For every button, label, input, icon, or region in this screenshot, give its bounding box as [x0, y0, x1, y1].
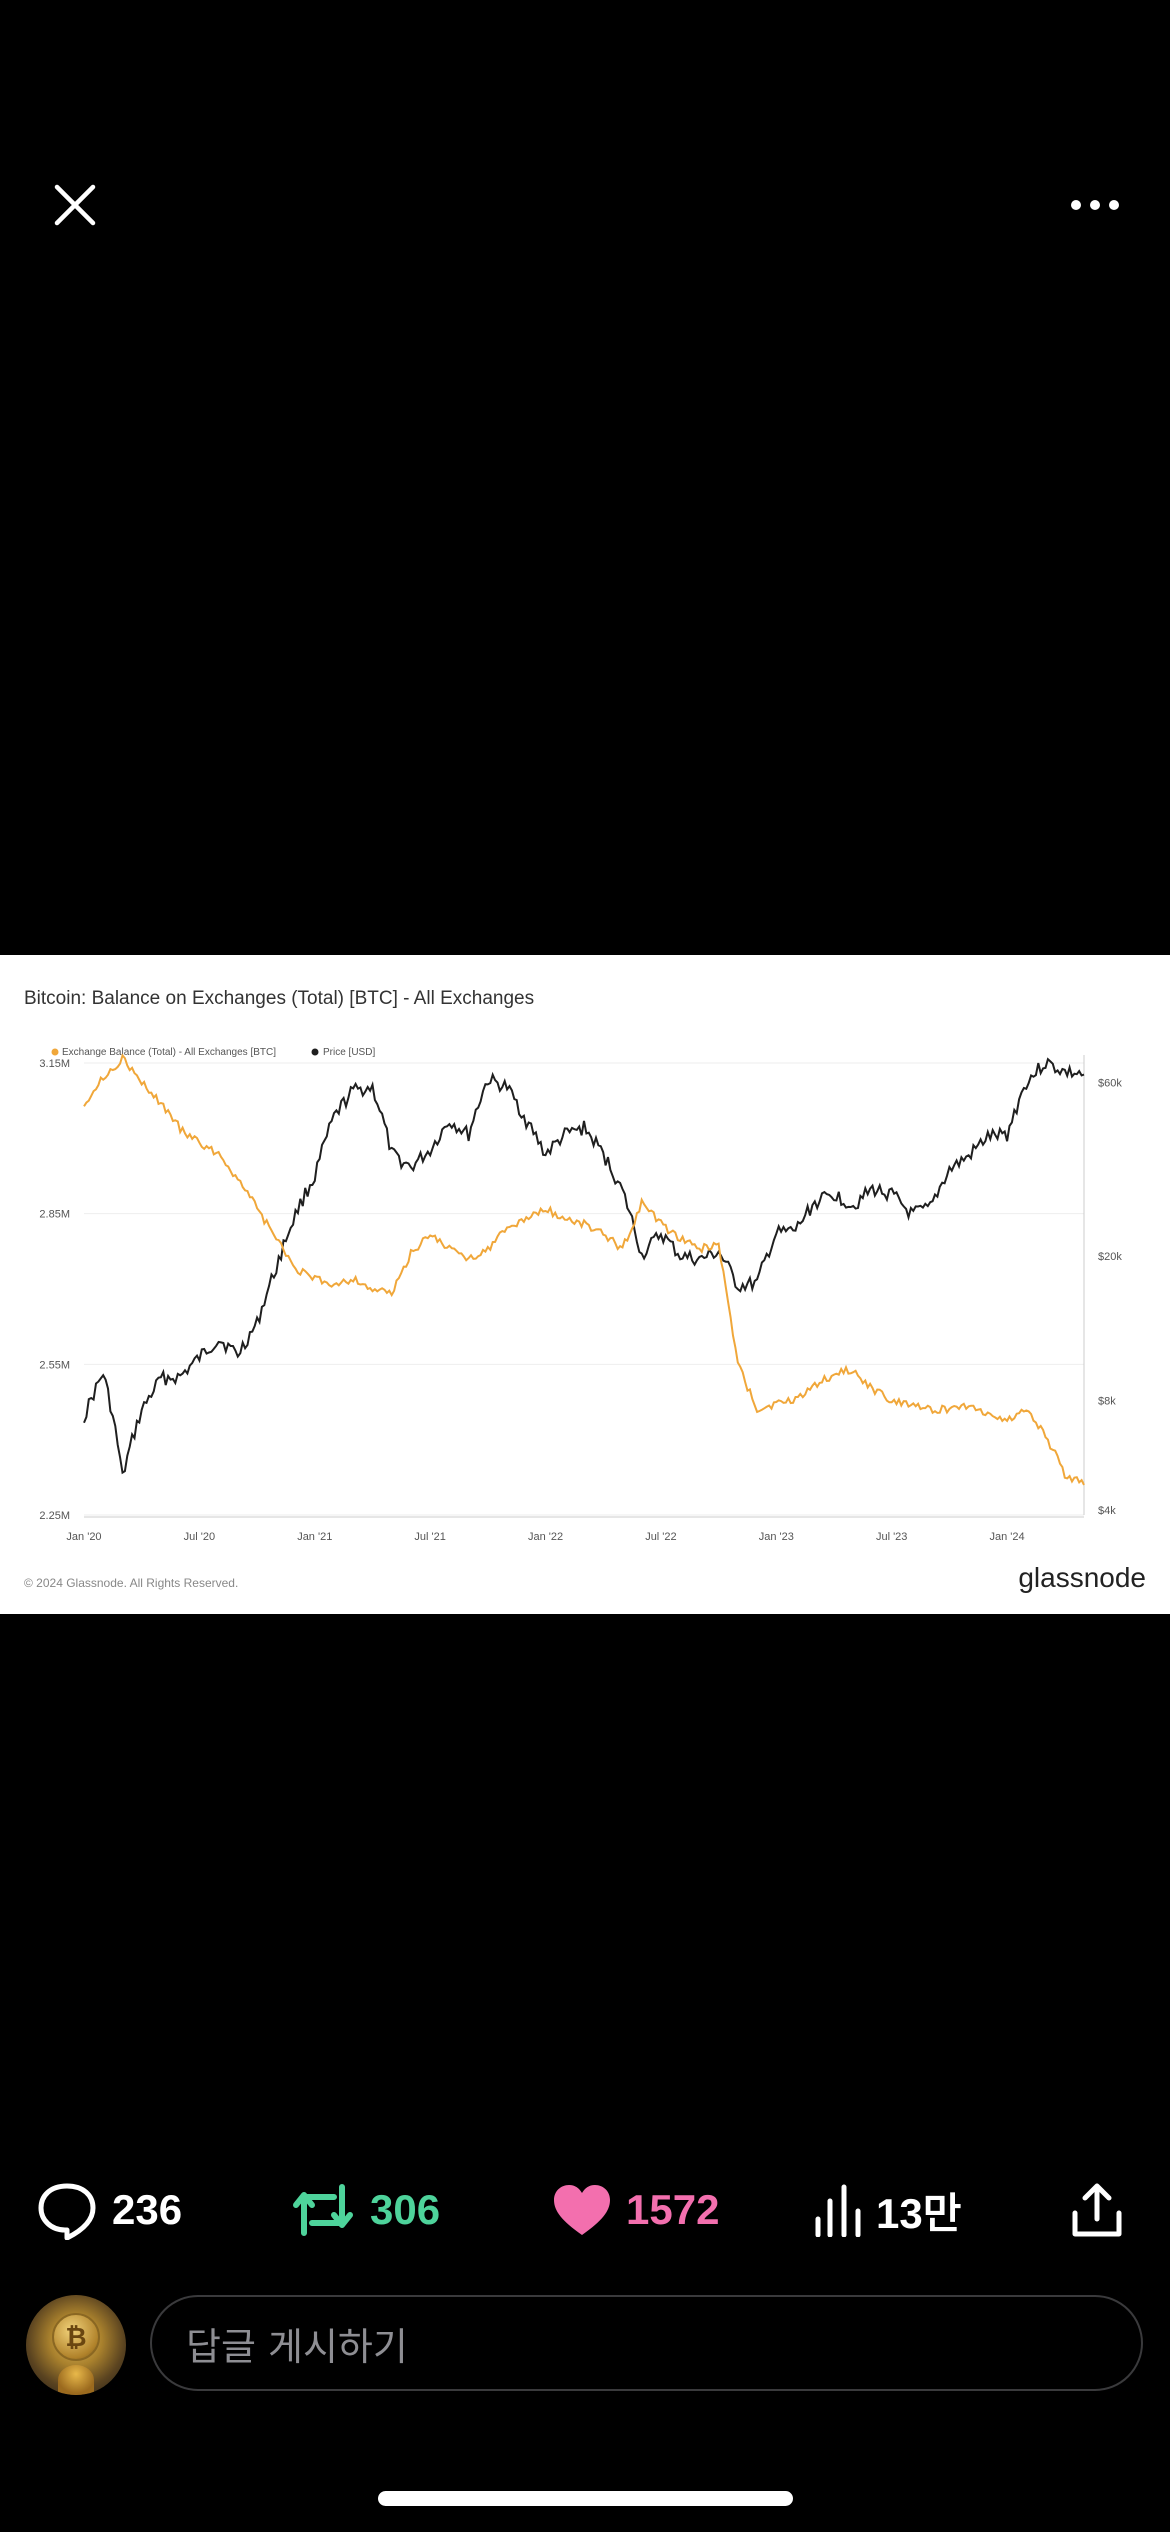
x-tick-label: Jan '20: [66, 1531, 101, 1543]
like-count: 1572: [626, 2186, 720, 2233]
y-right-tick-label: $8k: [1098, 1396, 1116, 1408]
share-button[interactable]: [1070, 2175, 1124, 2245]
y-left-tick-label: 2.25M: [39, 1510, 70, 1522]
speech-bubble-icon: [38, 2183, 96, 2240]
price-series-line: [83, 1057, 1085, 1475]
y-axis-left: 3.15M 2.85M 2.55M 2.25M: [39, 1058, 70, 1522]
reply-button[interactable]: 236: [36, 2175, 182, 2245]
x-tick-label: Jul '23: [876, 1531, 907, 1543]
bitcoin-icon: ₿: [52, 2313, 100, 2361]
y-axis-right: $60k $20k $8k $4k: [1098, 1077, 1122, 1517]
x-tick-label: Jan '23: [759, 1531, 794, 1543]
share-icon: [1072, 2183, 1122, 2237]
chart-legend: Exchange Balance (Total) - All Exchanges…: [51, 1047, 375, 1058]
close-button[interactable]: [40, 170, 110, 240]
balance-series-line: [83, 1053, 1085, 1486]
reply-placeholder: 답글 게시하기: [186, 2324, 408, 2369]
x-tick-label: Jan '22: [528, 1531, 563, 1543]
views-count: 13만: [876, 2189, 962, 2237]
y-right-tick-label: $20k: [1098, 1251, 1122, 1263]
x-tick-label: Jan '24: [990, 1531, 1025, 1543]
repost-count: 306: [370, 2186, 441, 2233]
x-tick-label: Jul '22: [645, 1531, 676, 1543]
home-indicator[interactable]: [378, 2491, 793, 2506]
chart-series: [83, 1053, 1085, 1486]
reply-count: 236: [112, 2186, 183, 2233]
brand-logo: glassnode: [1018, 1562, 1146, 1593]
action-bar: 236 306 1572 13만: [0, 2175, 1170, 2245]
y-left-tick-label: 3.15M: [39, 1058, 70, 1070]
y-left-tick-label: 2.85M: [39, 1209, 70, 1221]
y-left-tick-label: 2.55M: [39, 1359, 70, 1371]
legend-price: Price [USD]: [323, 1047, 375, 1058]
more-options-button[interactable]: [1060, 170, 1130, 240]
bar-chart-icon: [815, 2184, 861, 2237]
y-right-tick-label: $60k: [1098, 1077, 1122, 1089]
chart-grid: [84, 1055, 1085, 1518]
x-tick-label: Jul '21: [414, 1531, 445, 1543]
repost-button[interactable]: 306: [290, 2175, 440, 2245]
heart-icon: [554, 2185, 610, 2235]
like-button[interactable]: 1572: [552, 2175, 719, 2245]
media-image: Bitcoin: Balance on Exchanges (Total) [B…: [0, 955, 1170, 1614]
chart: Bitcoin: Balance on Exchanges (Total) [B…: [24, 988, 1146, 1593]
repost-icon: [293, 2184, 353, 2236]
views-button[interactable]: 13만: [814, 2175, 961, 2245]
avatar[interactable]: ₿: [26, 2295, 126, 2395]
chart-title: Bitcoin: Balance on Exchanges (Total) [B…: [24, 988, 534, 1009]
x-axis: Jan '20 Jul '20 Jan '21 Jul '21 Jan '22 Jul '…: [66, 1531, 1024, 1543]
legend-balance: Exchange Balance (Total) - All Exchanges…: [62, 1047, 276, 1058]
x-tick-label: Jul '20: [184, 1531, 215, 1543]
reply-input[interactable]: 답글 게시하기: [150, 2295, 1143, 2391]
more-horizontal-icon: [1071, 200, 1119, 210]
y-right-tick-label: $4k: [1098, 1505, 1116, 1517]
x-tick-label: Jan '21: [297, 1531, 332, 1543]
chart-footer: © 2024 Glassnode. All Rights Reserved.: [24, 1576, 238, 1590]
close-icon: [54, 184, 96, 226]
